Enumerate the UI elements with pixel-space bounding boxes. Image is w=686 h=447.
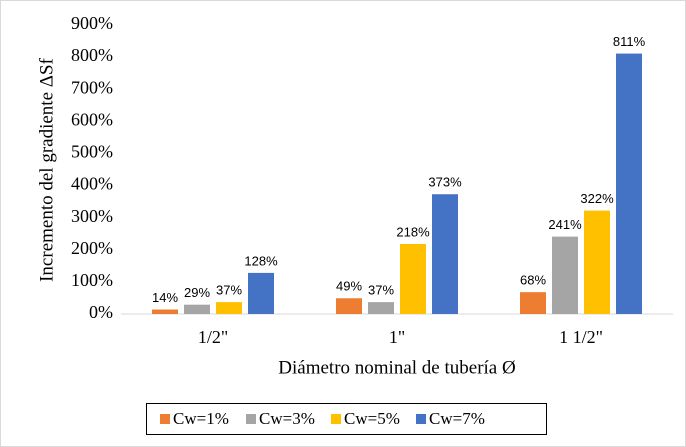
data-label: 811% (613, 34, 646, 49)
y-tick-label: 300% (71, 206, 113, 226)
bar (336, 298, 362, 314)
data-label: 29% (184, 285, 210, 300)
x-tick-label: 1/2" (198, 327, 228, 347)
y-tick-label: 700% (71, 77, 113, 97)
bar (552, 236, 578, 314)
data-label: 68% (520, 273, 546, 288)
bar (400, 243, 426, 314)
bar (184, 304, 210, 314)
y-tick-label: 400% (71, 174, 113, 194)
bar (368, 302, 394, 314)
y-tick-label: 100% (71, 270, 113, 290)
y-axis-title: Incremento del gradiente ΔSf (36, 57, 57, 281)
data-label: 218% (396, 224, 430, 239)
data-label: 128% (244, 253, 278, 268)
legend-swatch (331, 414, 341, 424)
legend-swatch (246, 414, 256, 424)
legend-box (146, 403, 547, 435)
data-label: 373% (428, 175, 462, 190)
bar (584, 210, 610, 314)
data-label: 49% (336, 279, 362, 294)
y-tick-label: 0% (89, 302, 113, 322)
data-label: 37% (216, 283, 242, 298)
legend-label: Cw=1% (173, 409, 229, 428)
bar (248, 272, 274, 314)
bar (520, 292, 546, 314)
y-tick-label: 200% (71, 238, 113, 258)
y-tick-label: 900% (71, 13, 113, 33)
data-label: 37% (368, 283, 394, 298)
data-label: 14% (152, 290, 178, 305)
legend-label: Cw=5% (344, 409, 400, 428)
x-axis-title: Diámetro nominal de tubería Ø (278, 357, 515, 378)
legend-swatch (416, 414, 426, 424)
data-label: 322% (580, 191, 614, 206)
legend-swatch (160, 414, 170, 424)
bar (216, 302, 242, 314)
x-tick-label: 1 1/2" (559, 327, 603, 347)
legend-label: Cw=7% (429, 409, 485, 428)
bar (432, 194, 458, 314)
y-tick-label: 600% (71, 109, 113, 129)
bar (152, 309, 178, 314)
legend-label: Cw=3% (259, 409, 315, 428)
x-tick-label: 1" (389, 327, 405, 347)
y-tick-label: 800% (71, 45, 113, 65)
data-label: 241% (548, 217, 582, 232)
bar (616, 53, 642, 314)
y-tick-label: 500% (71, 142, 113, 162)
